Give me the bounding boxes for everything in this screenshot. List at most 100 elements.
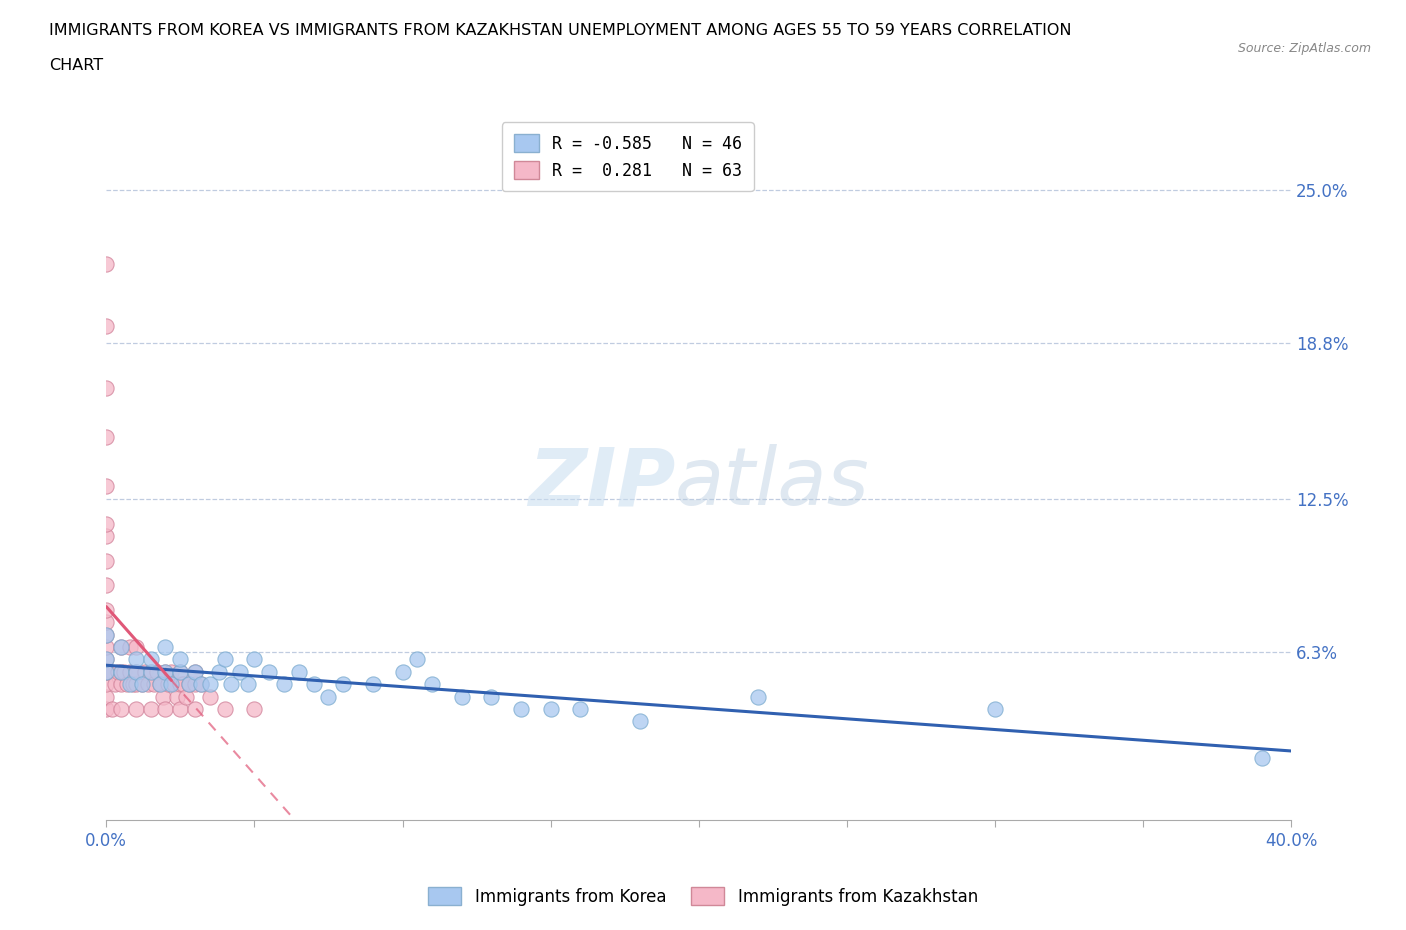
Point xyxy=(125,652,148,667)
Point xyxy=(628,714,651,729)
Point xyxy=(155,664,177,679)
Point xyxy=(155,640,177,655)
Point xyxy=(131,677,153,692)
Point xyxy=(115,677,138,692)
Point xyxy=(96,430,118,445)
Point xyxy=(96,664,118,679)
Point xyxy=(747,689,769,704)
Point xyxy=(110,640,132,655)
Point xyxy=(214,701,236,716)
Point xyxy=(169,677,191,692)
Point xyxy=(101,701,124,716)
Point xyxy=(139,652,162,667)
Point xyxy=(174,689,197,704)
Point xyxy=(125,640,148,655)
Point xyxy=(125,701,148,716)
Point xyxy=(160,664,183,679)
Point xyxy=(139,664,162,679)
Point xyxy=(172,677,194,692)
Point xyxy=(169,664,191,679)
Text: Source: ZipAtlas.com: Source: ZipAtlas.com xyxy=(1237,42,1371,55)
Point xyxy=(96,664,118,679)
Point xyxy=(136,677,159,692)
Point xyxy=(110,677,132,692)
Point xyxy=(110,664,132,679)
Point xyxy=(984,701,1007,716)
Point xyxy=(125,664,148,679)
Point xyxy=(214,652,236,667)
Point xyxy=(96,380,118,395)
Point xyxy=(219,677,242,692)
Point xyxy=(157,677,180,692)
Point xyxy=(302,677,325,692)
Point xyxy=(96,603,118,618)
Point xyxy=(288,664,311,679)
Point xyxy=(96,318,118,333)
Point xyxy=(118,664,141,679)
Point xyxy=(148,677,170,692)
Point xyxy=(169,701,191,716)
Point xyxy=(190,677,212,692)
Point xyxy=(96,628,118,643)
Point xyxy=(160,677,183,692)
Point xyxy=(155,664,177,679)
Point xyxy=(107,664,129,679)
Point xyxy=(96,615,118,630)
Text: atlas: atlas xyxy=(675,445,870,523)
Point xyxy=(273,677,295,692)
Point xyxy=(332,677,354,692)
Text: IMMIGRANTS FROM KOREA VS IMMIGRANTS FROM KAZAKHSTAN UNEMPLOYMENT AMONG AGES 55 T: IMMIGRANTS FROM KOREA VS IMMIGRANTS FROM… xyxy=(49,23,1071,38)
Point xyxy=(184,677,207,692)
Point xyxy=(134,664,156,679)
Point xyxy=(450,689,472,704)
Point xyxy=(1250,751,1272,765)
Point xyxy=(96,677,118,692)
Point xyxy=(118,640,141,655)
Point xyxy=(243,701,266,716)
Point xyxy=(208,664,231,679)
Point xyxy=(166,689,188,704)
Point xyxy=(139,701,162,716)
Point xyxy=(125,677,148,692)
Point xyxy=(569,701,592,716)
Point xyxy=(238,677,260,692)
Point xyxy=(198,689,221,704)
Point xyxy=(190,677,212,692)
Point xyxy=(118,677,141,692)
Point xyxy=(112,664,135,679)
Point xyxy=(198,677,221,692)
Legend: R = -0.585   N = 46, R =  0.281   N = 63: R = -0.585 N = 46, R = 0.281 N = 63 xyxy=(502,123,754,192)
Point xyxy=(361,677,384,692)
Point xyxy=(179,677,201,692)
Text: CHART: CHART xyxy=(49,58,103,73)
Point xyxy=(110,664,132,679)
Point xyxy=(155,701,177,716)
Point xyxy=(131,677,153,692)
Point xyxy=(420,677,443,692)
Point xyxy=(479,689,502,704)
Text: ZIP: ZIP xyxy=(527,445,675,523)
Point xyxy=(96,516,118,531)
Point xyxy=(243,652,266,667)
Point xyxy=(228,664,250,679)
Point xyxy=(169,652,191,667)
Point xyxy=(391,664,413,679)
Point xyxy=(139,664,162,679)
Point xyxy=(96,652,118,667)
Point xyxy=(96,640,118,655)
Point xyxy=(540,701,562,716)
Point xyxy=(163,677,186,692)
Point xyxy=(96,664,118,679)
Point xyxy=(179,677,201,692)
Point xyxy=(110,701,132,716)
Point xyxy=(96,689,118,704)
Point xyxy=(184,664,207,679)
Point xyxy=(122,677,145,692)
Point xyxy=(257,664,280,679)
Point xyxy=(96,257,118,272)
Point xyxy=(96,701,118,716)
Point xyxy=(406,652,429,667)
Point xyxy=(96,628,118,643)
Point xyxy=(318,689,340,704)
Point xyxy=(96,553,118,568)
